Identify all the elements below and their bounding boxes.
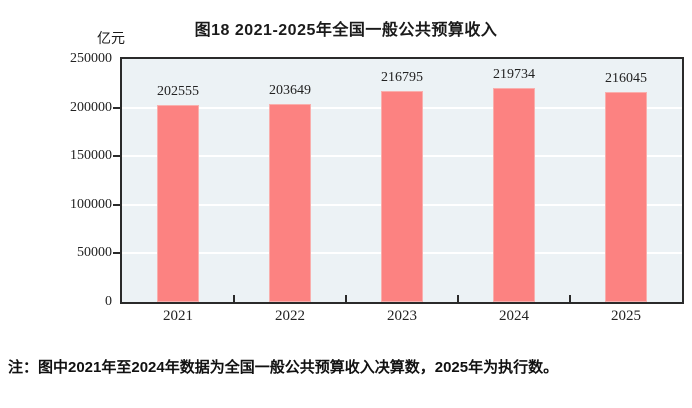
x-axis-label: 2022: [275, 308, 305, 324]
plot-area: 202555 203649 216795 219734 216045: [120, 57, 684, 304]
bar-value-label: 202555: [157, 84, 199, 100]
x-axis-tick-mark: [569, 295, 571, 302]
y-axis-tick-mark: [113, 252, 120, 255]
bar: [493, 88, 535, 302]
bar: [269, 104, 311, 302]
y-axis-tick-mark: [113, 203, 120, 206]
y-axis-tick-mark: [113, 106, 120, 109]
x-axis-label: 2023: [387, 308, 417, 324]
x-axis-label: 2025: [611, 308, 641, 324]
bar-row: 202555 203649 216795 219734 216045: [122, 59, 682, 302]
y-axis-tick-label: 200000: [70, 99, 112, 115]
bar-group: 219734: [458, 59, 570, 302]
bar-group: 216045: [570, 59, 682, 302]
chart-title: 图18 2021-2025年全国一般公共预算收入: [194, 22, 498, 39]
x-axis-tick-mark: [457, 295, 459, 302]
bar-value-label: 219734: [493, 67, 535, 83]
y-axis-tick-label: 50000: [77, 245, 112, 261]
bar-value-label: 216795: [381, 70, 423, 86]
y-axis-tick-label: 100000: [70, 196, 112, 212]
y-axis-tick-mark: [113, 155, 120, 158]
x-axis-tick-mark: [345, 295, 347, 302]
bar-value-label: 216045: [605, 71, 647, 87]
y-axis-tick-label: 150000: [70, 148, 112, 164]
bar-group: 202555: [122, 59, 234, 302]
bar-group: 203649: [234, 59, 346, 302]
bar-group: 216795: [346, 59, 458, 302]
bar: [381, 91, 423, 302]
x-axis-labels: 2021 2022 2023 2024 2025: [122, 308, 682, 325]
y-axis-unit-label: 亿元: [97, 30, 125, 46]
x-axis-label: 2024: [499, 308, 529, 324]
note-text: 注：图中2021年至2024年数据为全国一般公共预算收入决算数，2025年为执行…: [8, 359, 559, 376]
y-axis-tick-label: 0: [105, 294, 112, 309]
x-axis-label: 2021: [163, 308, 193, 324]
bar-value-label: 203649: [269, 83, 311, 99]
y-axis-tick-labels: 0 50000 100000 150000 200000 250000: [36, 51, 112, 309]
bar: [605, 92, 647, 302]
bar: [157, 105, 199, 302]
y-axis-tick-marks: [113, 59, 120, 302]
x-axis-tick-mark: [233, 295, 235, 302]
y-axis-tick-label: 250000: [70, 51, 112, 66]
